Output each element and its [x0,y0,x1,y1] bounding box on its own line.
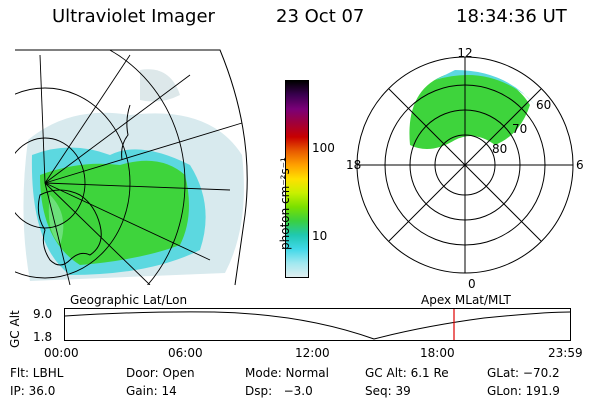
time-tick-0000: 00:00 [44,346,79,360]
geographic-panel-label: Geographic Lat/Lon [70,293,188,307]
lat-label-60: 60 [536,98,551,112]
alt-plot-ylabel: GC Alt [8,310,22,348]
mode-info: Mode: Normal [245,366,329,380]
alt-tick-9: 9.0 [33,307,53,321]
polar-emission [409,73,530,149]
colorbar-tick-10: 10 [312,229,328,243]
time-tick-2359: 23:59 [548,346,583,360]
gc-alt-info: GC Alt: 6.1 Re [365,366,449,380]
mlt-label-18: 18 [346,158,361,172]
gain-info: Gain: 14 [126,384,177,398]
polar-emission-edge [435,70,535,105]
alt-tick-1-8: 1.8 [33,330,53,344]
glon-info: GLon: 191.9 [487,384,560,398]
filter-info: Flt: LBHL [10,366,64,380]
altitude-curve [64,311,571,340]
time-label: 18:34:36 UT [456,6,567,27]
polar-mlt-plot: 12 18 6 0 60 70 80 [346,46,584,290]
image-border [15,49,248,286]
emission-green-light [48,195,64,245]
coastline-north [121,104,131,161]
colorbar-unit-label: photon cm⁻²s⁻¹ [278,157,292,250]
date-label: 23 Oct 07 [276,6,365,27]
lat-label-80: 80 [492,142,507,156]
timeline-frame [64,308,571,341]
apex-panel-label: Apex MLat/MLT [421,293,511,307]
lat-label-70: 70 [512,122,527,136]
colorbar-tick-100: 100 [312,141,335,155]
time-tick-1800: 18:00 [420,346,455,360]
altitude-timeline [64,308,571,341]
mlt-label-6: 6 [576,158,584,172]
emission-patch [140,69,180,102]
latlon-grid [15,50,243,285]
time-tick-1200: 12:00 [295,346,330,360]
mlt-label-12: 12 [457,46,472,60]
colorbar [285,80,309,278]
instrument-title: Ultraviolet Imager [52,6,215,27]
door-info: Door: Open [126,366,195,380]
mlt-spokes [357,57,573,273]
glat-info: GLat: −70.2 [487,366,560,380]
colorbar-gradient [286,81,308,277]
ip-info: IP: 36.0 [10,384,56,398]
dsp-info: Dsp: −3.0 [245,384,313,398]
seq-info: Seq: 39 [365,384,411,398]
time-tick-0600: 06:00 [168,346,203,360]
coastline [37,189,102,266]
mlt-label-0: 0 [468,277,476,290]
geographic-image [15,49,248,286]
emission-green [40,160,189,265]
